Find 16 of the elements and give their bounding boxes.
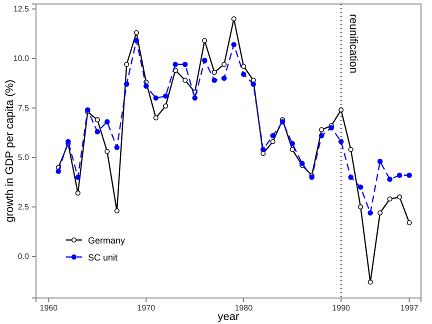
- legend-label: SC unit: [88, 252, 118, 262]
- y-tick-label: 12.5: [13, 4, 30, 14]
- legend-label: Germany: [88, 236, 126, 246]
- y-tick-label: 7.5: [18, 104, 30, 112]
- x-axis-title: year: [218, 311, 240, 323]
- ref-line-label: reunification: [347, 14, 360, 74]
- x-tick-label: 1990: [332, 304, 351, 313]
- y-tick-label: 5.0: [18, 152, 30, 162]
- y-axis-title: growth in GDP per capita (%): [4, 80, 16, 222]
- y-tick-label: 10.0: [13, 54, 30, 64]
- x-tick-label: 1980: [234, 304, 254, 313]
- y-tick-label: 2.5: [18, 202, 30, 212]
- x-tick-label: 1970: [137, 304, 156, 313]
- y-tick-label: 0.0: [18, 252, 30, 261]
- x-tick-label: 1997: [400, 304, 419, 313]
- x-tick-label: 1960: [40, 304, 58, 313]
